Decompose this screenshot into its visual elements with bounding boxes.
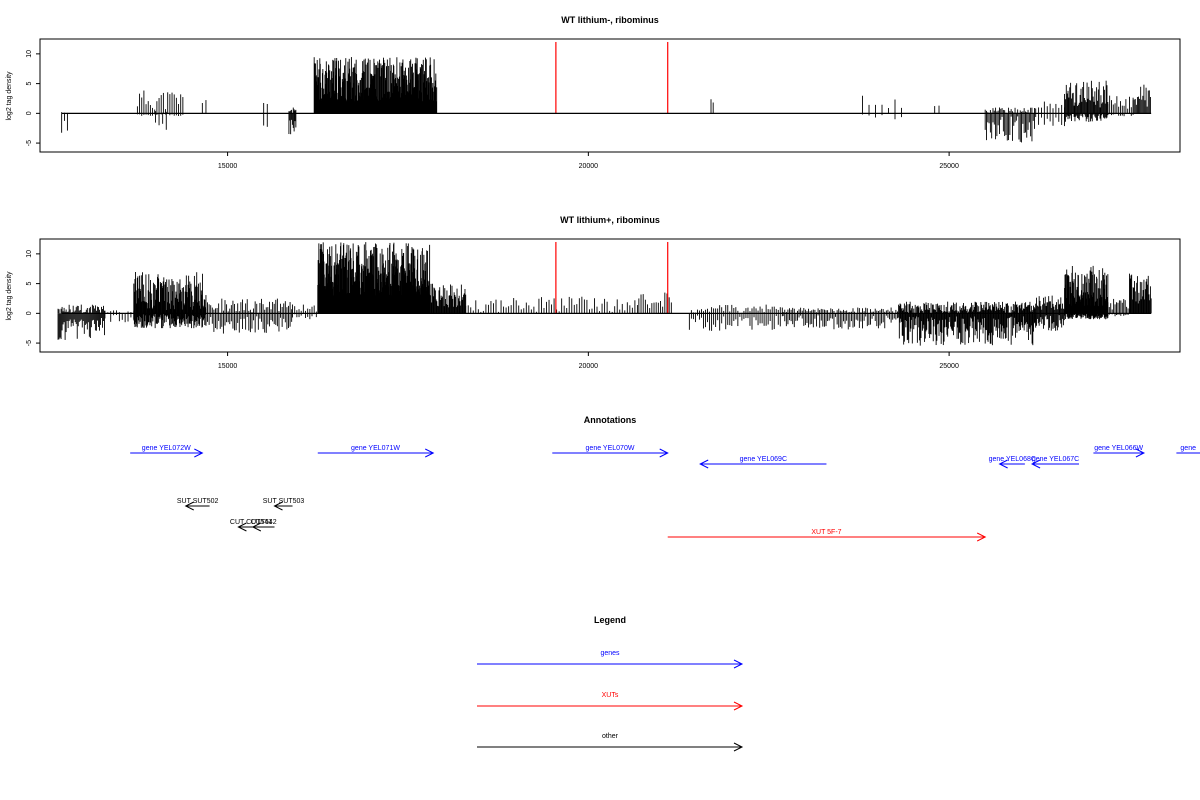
coverage-bars bbox=[57, 242, 1152, 346]
feature-label: SUT SUT503 bbox=[263, 498, 305, 505]
x-tick-label: 25000 bbox=[939, 163, 959, 170]
feature-label: XUT 5F-7 bbox=[811, 529, 841, 536]
annotations-title: Annotations bbox=[584, 415, 637, 425]
legend-item: XUTs bbox=[477, 692, 744, 711]
arrow-head bbox=[425, 448, 435, 458]
legend-panel: Legend genes XUTs other bbox=[477, 615, 744, 752]
annotation-feature: CUT542 bbox=[251, 519, 277, 532]
y-tick-label: -5 bbox=[26, 340, 33, 346]
feature-label: gene bbox=[1180, 445, 1196, 452]
annotation-feature: SUT SUT502 bbox=[177, 498, 219, 511]
annotation-feature: gene YEL067C bbox=[1030, 456, 1079, 469]
y-axis-label: log2 tag density bbox=[6, 71, 13, 121]
feature-label: gene YEL067C bbox=[1032, 456, 1079, 463]
legend-title: Legend bbox=[594, 615, 626, 625]
arrow-head bbox=[976, 532, 987, 542]
annotation-feature: SUT SUT503 bbox=[263, 498, 305, 511]
feature-label: gene YEL069C bbox=[740, 456, 787, 463]
plot-frame bbox=[39, 38, 1181, 153]
arrow-head bbox=[273, 501, 283, 511]
legend-label: XUTs bbox=[602, 692, 619, 699]
legend-label: other bbox=[602, 733, 619, 740]
legend-item: other bbox=[477, 733, 744, 752]
feature-label: gene YEL068C bbox=[989, 456, 1036, 463]
annotation-feature: gene bbox=[1176, 445, 1200, 454]
arrow-head bbox=[1135, 448, 1146, 458]
x-tick-label: 20000 bbox=[579, 163, 599, 170]
red-marker-lines bbox=[555, 241, 669, 314]
y-tick-label: -5 bbox=[26, 140, 33, 146]
x-tick-label: 15000 bbox=[218, 363, 238, 370]
arrow-head bbox=[659, 448, 669, 458]
y-tick-label: 10 bbox=[26, 50, 33, 58]
annotation-feature: gene YEL071W bbox=[317, 445, 435, 458]
annotation-feature: gene YEL072W bbox=[130, 445, 204, 458]
feature-label: gene YEL066W bbox=[1094, 445, 1143, 452]
feature-label: SUT SUT502 bbox=[177, 498, 219, 505]
annotations-panel: Annotations gene YEL072W gene YEL071W gene… bbox=[130, 415, 1200, 542]
arrow-head bbox=[699, 459, 709, 469]
legend-item: genes bbox=[477, 650, 744, 669]
feature-label: CUT CUT541 bbox=[230, 519, 272, 526]
x-tick-label: 25000 bbox=[939, 363, 959, 370]
legend-arrow-head bbox=[733, 659, 744, 669]
y-axis-label: log2 tag density bbox=[6, 271, 13, 321]
x-tick-label: 15000 bbox=[218, 163, 238, 170]
track-panel-lithium-minus: WT lithium-, ribominus log2 tag density … bbox=[6, 15, 1181, 170]
feature-label: gene YEL072W bbox=[142, 445, 191, 452]
plot-frame bbox=[39, 238, 1181, 353]
y-tick-label: 0 bbox=[26, 111, 33, 115]
y-tick-label: 10 bbox=[26, 250, 33, 258]
feature-label: CUT542 bbox=[251, 519, 277, 526]
legend-arrow-head bbox=[733, 701, 744, 711]
red-marker-lines bbox=[555, 41, 669, 114]
annotation-feature: gene YEL068C bbox=[989, 456, 1036, 469]
arrow-head bbox=[251, 522, 262, 532]
arrow-head bbox=[237, 522, 247, 532]
legend-items: genes XUTs other bbox=[477, 650, 744, 752]
arrow-head bbox=[184, 501, 194, 511]
annotation-feature: gene YEL070W bbox=[552, 445, 669, 458]
arrow-head bbox=[194, 448, 204, 458]
track-panel-lithium-plus: WT lithium+, ribominus log2 tag density … bbox=[6, 215, 1181, 370]
coverage-bars bbox=[61, 57, 1151, 143]
legend-label: genes bbox=[600, 650, 620, 657]
y-tick-label: 5 bbox=[26, 82, 33, 86]
axes: 15000 20000 25000 -5 0 5 10 bbox=[26, 50, 1152, 170]
x-tick-label: 20000 bbox=[579, 363, 599, 370]
legend-arrow-head bbox=[733, 742, 744, 752]
panel-title: WT lithium-, ribominus bbox=[561, 15, 659, 25]
annotation-feature: XUT 5F-7 bbox=[667, 529, 987, 542]
feature-label: gene YEL070W bbox=[586, 445, 635, 452]
arrow-head bbox=[998, 459, 1008, 469]
arrow-head bbox=[1030, 459, 1041, 469]
y-tick-label: 0 bbox=[26, 311, 33, 315]
panel-title: WT lithium+, ribominus bbox=[560, 215, 660, 225]
annotation-feature: gene YEL066W bbox=[1093, 445, 1146, 458]
feature-label: gene YEL071W bbox=[351, 445, 400, 452]
annotation-features: gene YEL072W gene YEL071W gene YEL070W gene… bbox=[130, 445, 1200, 542]
annotation-feature: gene YEL069C bbox=[699, 456, 827, 469]
axes: 15000 20000 25000 -5 0 5 10 bbox=[26, 250, 1152, 370]
y-tick-label: 5 bbox=[26, 282, 33, 286]
